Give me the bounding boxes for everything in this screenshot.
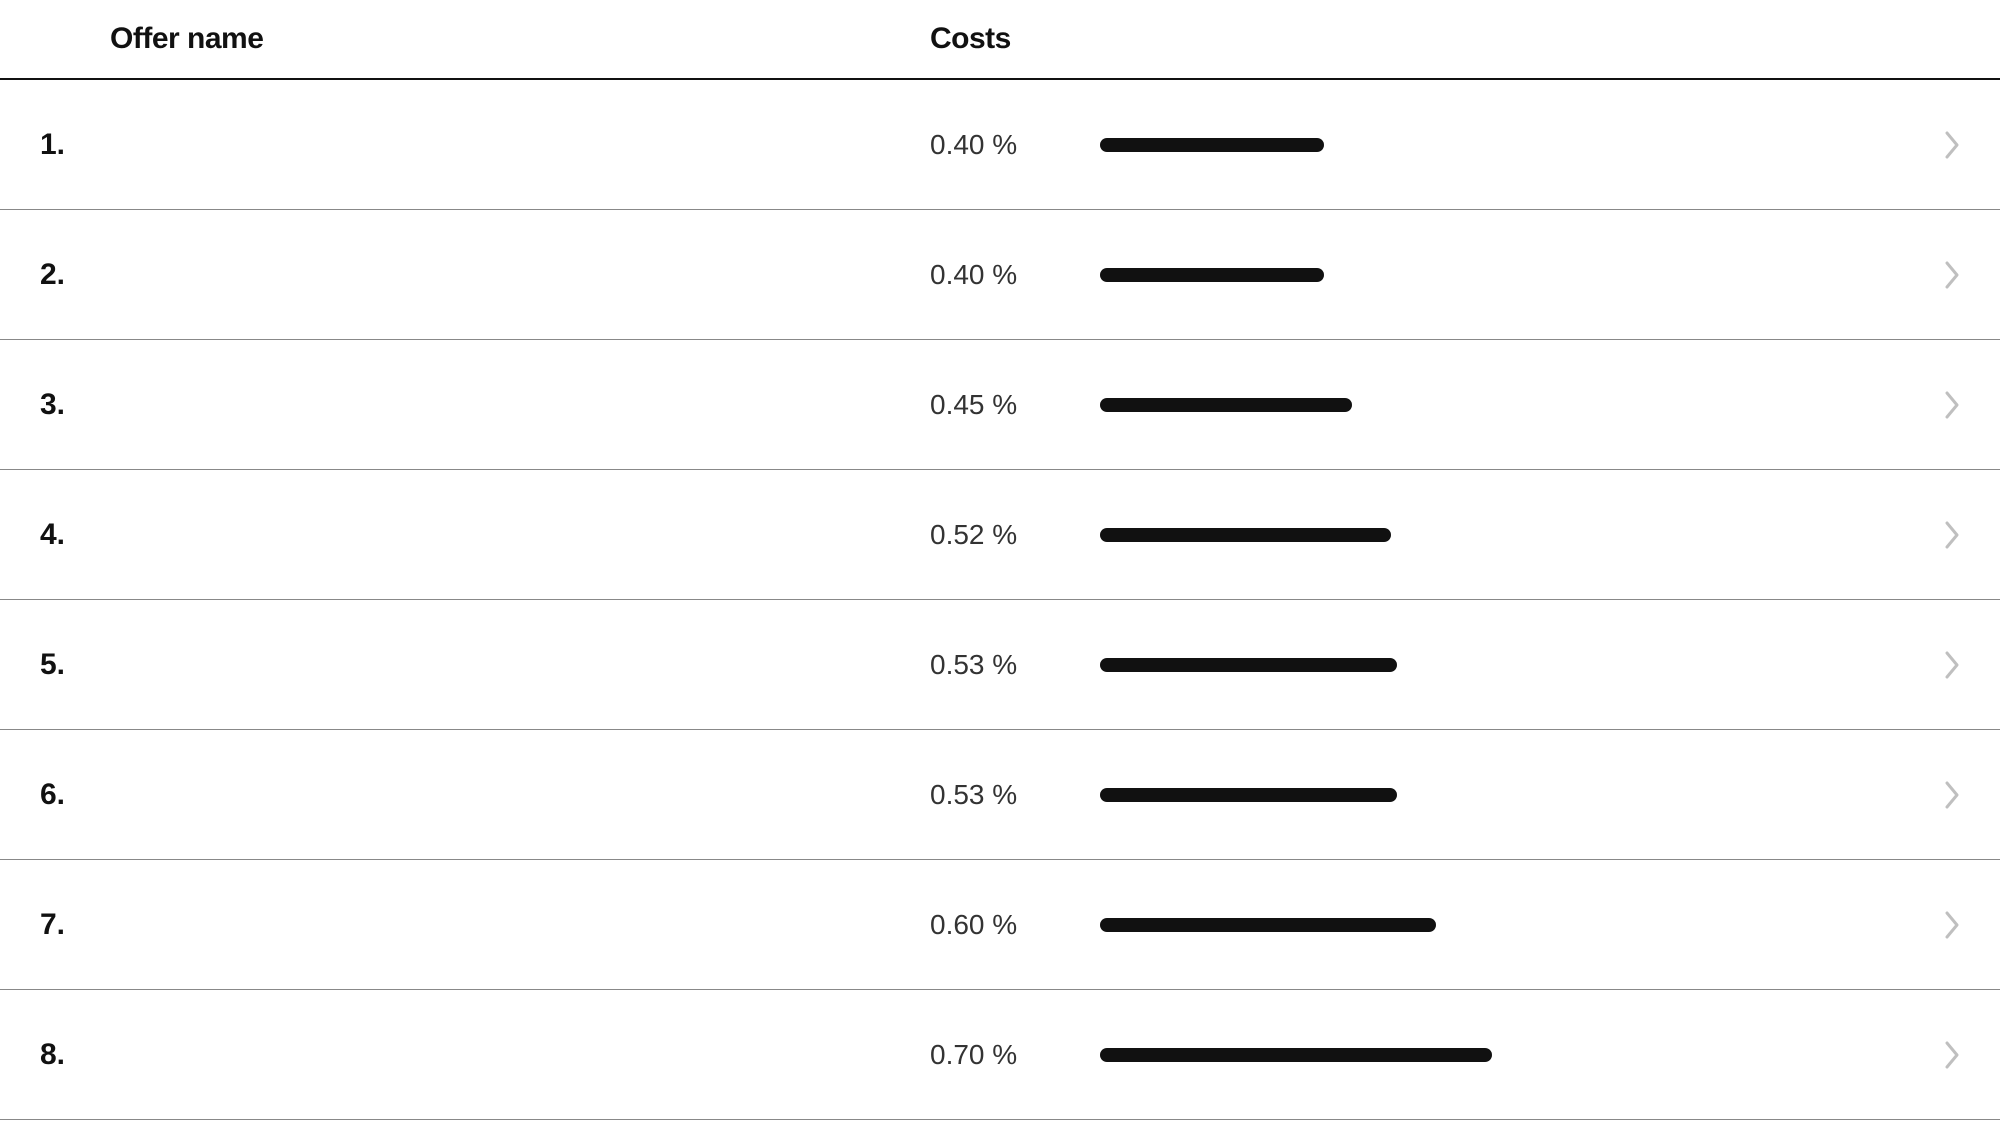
row-rank: 8. bbox=[40, 1038, 110, 1072]
row-cost-label: 0.45 % bbox=[930, 389, 1100, 421]
table-row[interactable]: 5. 0.53 % bbox=[0, 600, 2000, 730]
row-chevron-container bbox=[1900, 911, 1960, 939]
row-chevron-container bbox=[1900, 261, 1960, 289]
row-rank: 1. bbox=[40, 128, 110, 162]
chevron-right-icon[interactable] bbox=[1944, 521, 1960, 549]
chevron-right-icon[interactable] bbox=[1944, 651, 1960, 679]
row-chevron-container bbox=[1900, 1041, 1960, 1069]
row-rank: 3. bbox=[40, 388, 110, 422]
row-cost-bar-fill bbox=[1100, 788, 1397, 802]
row-chevron-container bbox=[1900, 131, 1960, 159]
row-cost-bar-fill bbox=[1100, 528, 1391, 542]
row-cost-bar-track bbox=[1100, 528, 1900, 542]
row-cost-bar-fill bbox=[1100, 918, 1436, 932]
table-row[interactable]: 2. 0.40 % bbox=[0, 210, 2000, 340]
row-cost-label: 0.53 % bbox=[930, 649, 1100, 681]
offers-table: Offer name Costs 1. 0.40 % 2. 0.40 % 3. 0.45 … bbox=[0, 0, 2000, 1120]
table-row[interactable]: 3. 0.45 % bbox=[0, 340, 2000, 470]
table-header-row: Offer name Costs bbox=[0, 0, 2000, 80]
row-chevron-container bbox=[1900, 651, 1960, 679]
table-row[interactable]: 6. 0.53 % bbox=[0, 730, 2000, 860]
row-cost-bar-fill bbox=[1100, 138, 1324, 152]
row-cost-bar-fill bbox=[1100, 268, 1324, 282]
row-cost-label: 0.40 % bbox=[930, 129, 1100, 161]
chevron-right-icon[interactable] bbox=[1944, 131, 1960, 159]
chevron-right-icon[interactable] bbox=[1944, 261, 1960, 289]
row-cost-label: 0.40 % bbox=[930, 259, 1100, 291]
chevron-right-icon[interactable] bbox=[1944, 391, 1960, 419]
row-cost-label: 0.52 % bbox=[930, 519, 1100, 551]
row-cost-bar-track bbox=[1100, 658, 1900, 672]
row-rank: 2. bbox=[40, 258, 110, 292]
table-row[interactable]: 4. 0.52 % bbox=[0, 470, 2000, 600]
chevron-right-icon[interactable] bbox=[1944, 1041, 1960, 1069]
table-row[interactable]: 1. 0.40 % bbox=[0, 80, 2000, 210]
row-rank: 6. bbox=[40, 778, 110, 812]
row-cost-bar-track bbox=[1100, 268, 1900, 282]
row-cost-bar-fill bbox=[1100, 398, 1352, 412]
chevron-right-icon[interactable] bbox=[1944, 781, 1960, 809]
row-cost-bar-fill bbox=[1100, 1048, 1492, 1062]
row-cost-label: 0.70 % bbox=[930, 1039, 1100, 1071]
header-costs: Costs bbox=[930, 22, 1130, 56]
row-cost-bar-track bbox=[1100, 788, 1900, 802]
row-chevron-container bbox=[1900, 781, 1960, 809]
row-cost-bar-track bbox=[1100, 1048, 1900, 1062]
row-cost-bar-track bbox=[1100, 918, 1900, 932]
row-rank: 4. bbox=[40, 518, 110, 552]
row-cost-bar-track bbox=[1100, 398, 1900, 412]
row-chevron-container bbox=[1900, 391, 1960, 419]
header-offer-name: Offer name bbox=[110, 22, 930, 56]
row-rank: 5. bbox=[40, 648, 110, 682]
table-row[interactable]: 7. 0.60 % bbox=[0, 860, 2000, 990]
row-cost-label: 0.53 % bbox=[930, 779, 1100, 811]
row-cost-label: 0.60 % bbox=[930, 909, 1100, 941]
table-row[interactable]: 8. 0.70 % bbox=[0, 990, 2000, 1120]
row-cost-bar-fill bbox=[1100, 658, 1397, 672]
row-cost-bar-track bbox=[1100, 138, 1900, 152]
chevron-right-icon[interactable] bbox=[1944, 911, 1960, 939]
row-rank: 7. bbox=[40, 908, 110, 942]
row-chevron-container bbox=[1900, 521, 1960, 549]
